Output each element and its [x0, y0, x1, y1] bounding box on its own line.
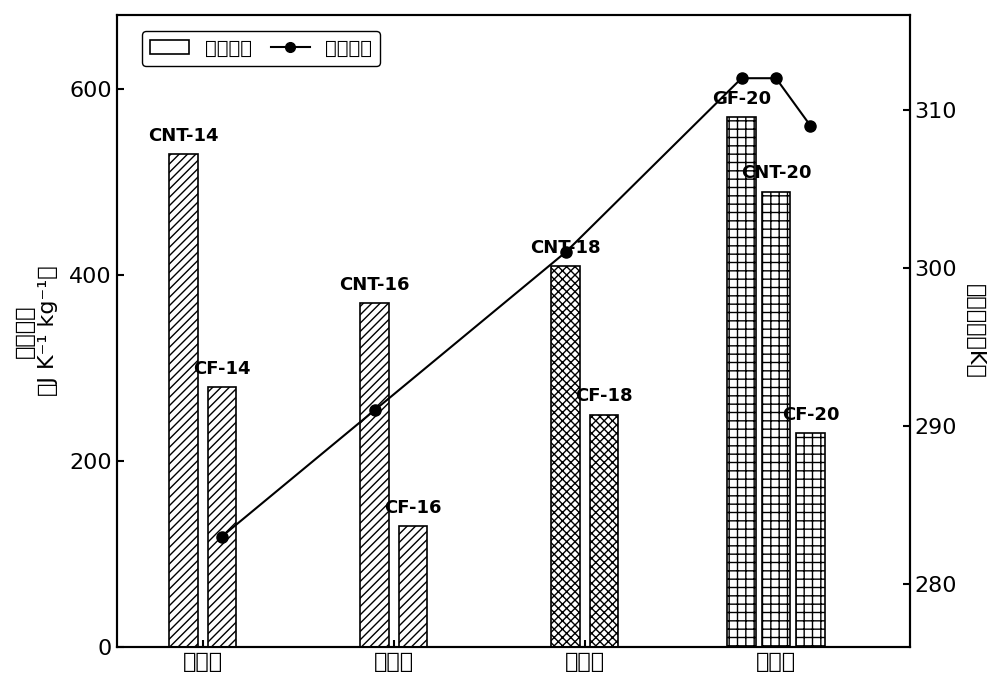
Bar — [762, 192, 790, 647]
Y-axis label: 等温熵变
（J K⁻¹ kg⁻¹）: 等温熵变 （J K⁻¹ kg⁻¹） — [15, 266, 58, 396]
Text: CF-20: CF-20 — [782, 406, 839, 424]
Legend: 等温熵变, 相变温度: 等温熵变, 相变温度 — [142, 31, 380, 65]
Bar — [208, 387, 236, 647]
Text: CNT-20: CNT-20 — [741, 164, 811, 182]
Bar — [169, 155, 198, 647]
Bar — [590, 415, 618, 647]
Y-axis label: 相变温度（K）: 相变温度（K） — [965, 284, 985, 379]
Text: CNT-14: CNT-14 — [148, 127, 219, 145]
Text: CF-18: CF-18 — [575, 387, 633, 405]
Text: GF-20: GF-20 — [712, 90, 771, 108]
Text: CF-16: CF-16 — [384, 499, 442, 517]
Text: CNT-18: CNT-18 — [530, 238, 601, 257]
Bar — [727, 117, 756, 647]
Bar — [796, 433, 825, 647]
Bar — [360, 303, 389, 647]
Bar — [399, 526, 427, 647]
Bar — [551, 266, 580, 647]
Text: CF-14: CF-14 — [193, 359, 251, 378]
Text: CNT-16: CNT-16 — [339, 276, 410, 294]
